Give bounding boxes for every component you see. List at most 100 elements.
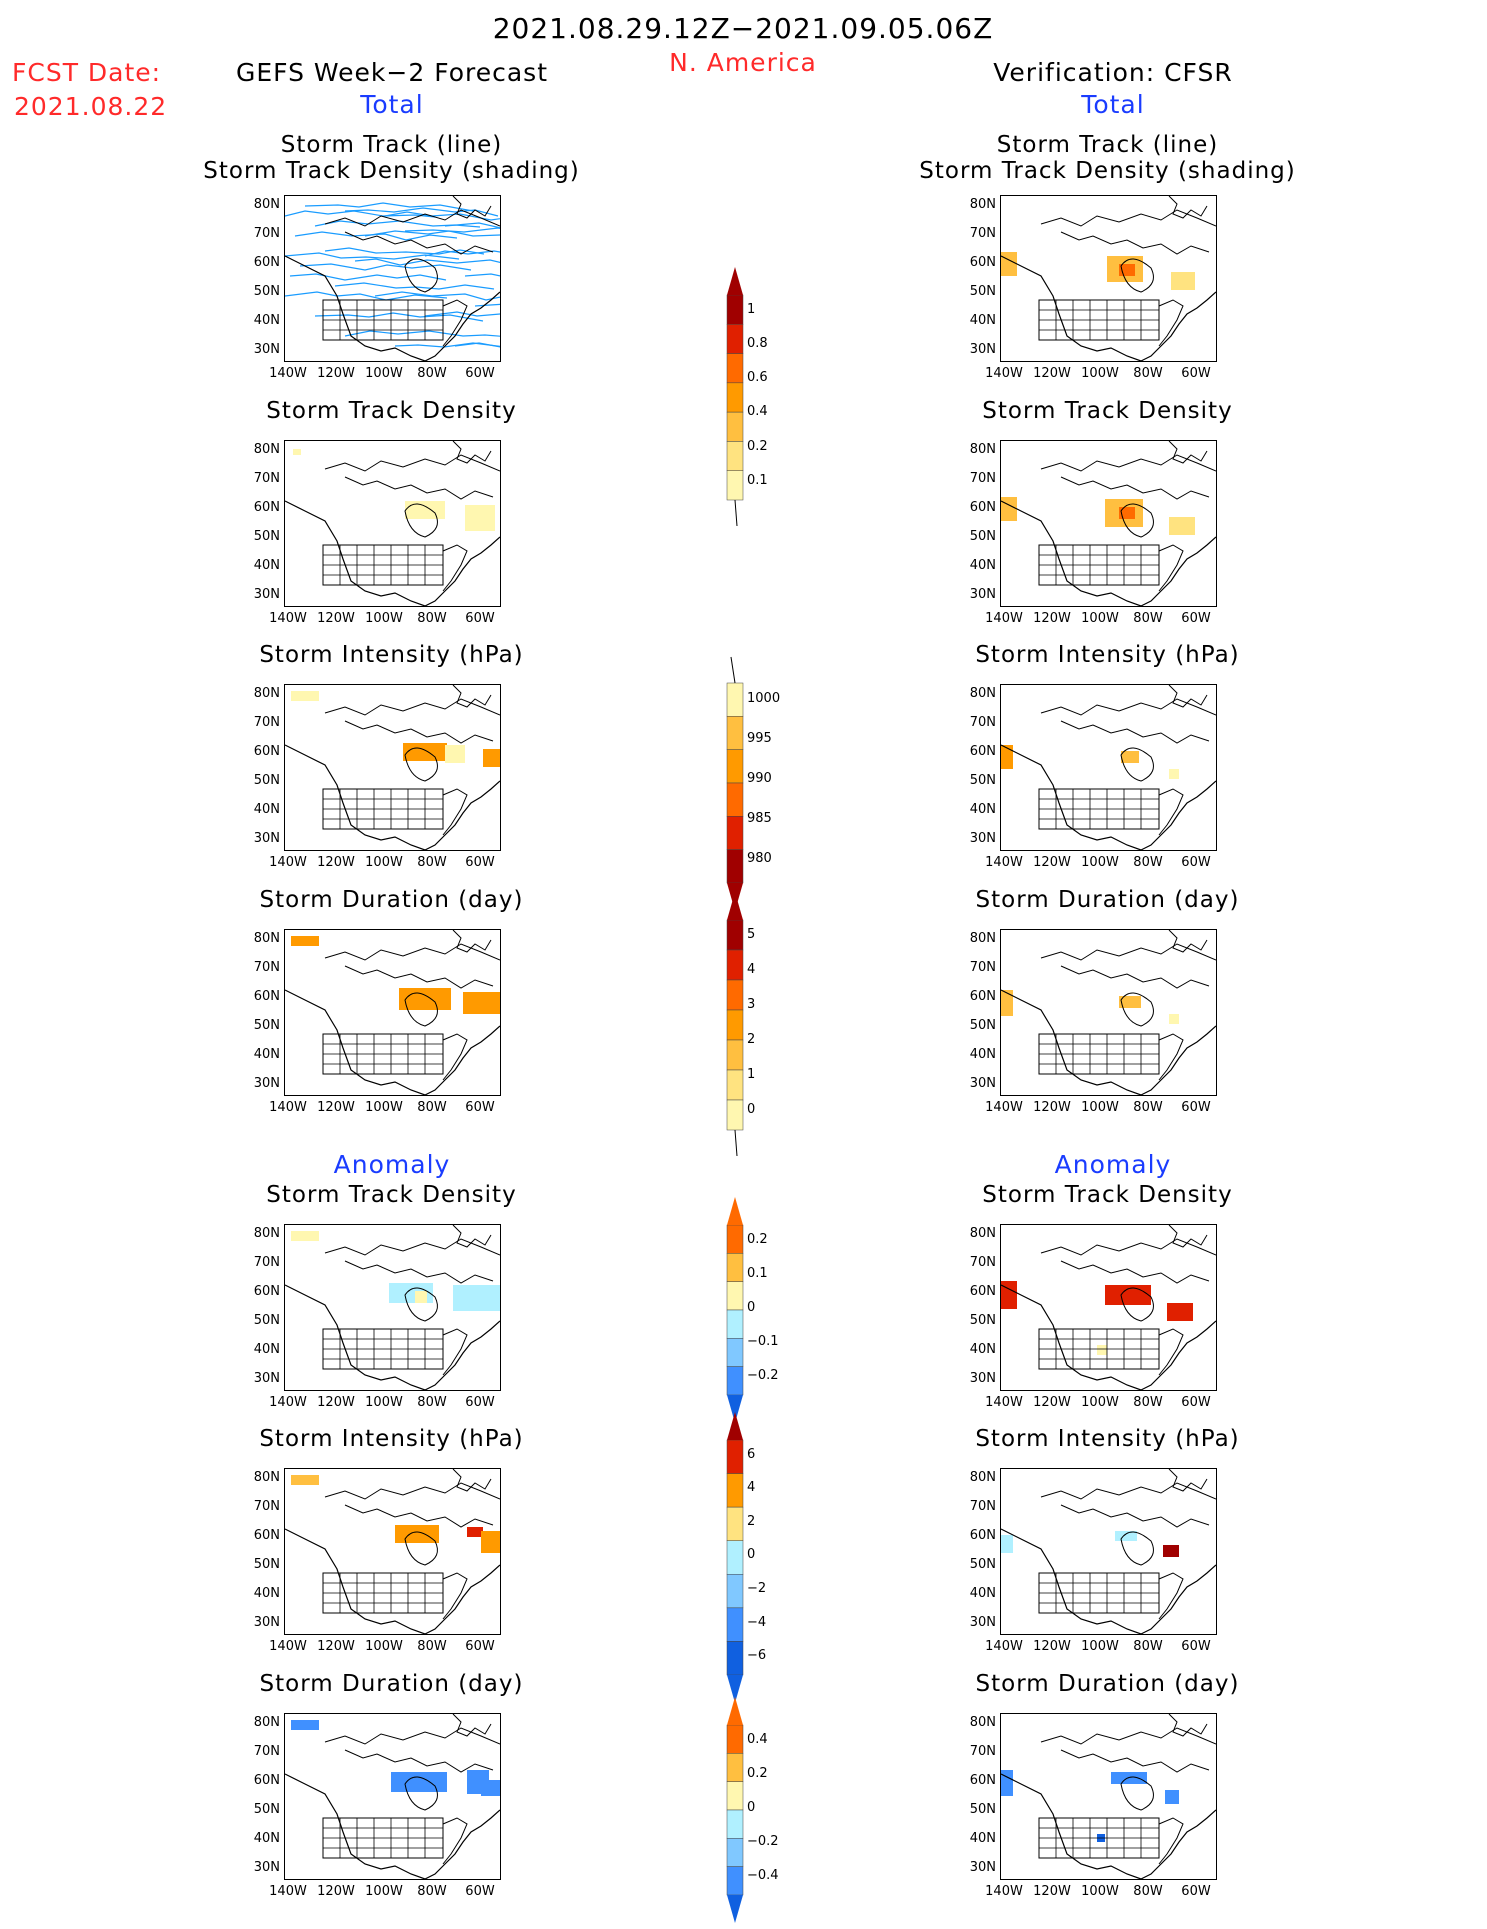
y-tick-label: 60N — [253, 255, 280, 270]
y-tick-label: 80N — [969, 1470, 996, 1485]
x-tick-label: 120W — [317, 1884, 355, 1899]
x-tick-label: 140W — [269, 611, 307, 626]
colorbar-label: 0 — [747, 1102, 756, 1117]
y-tick-label: 40N — [969, 313, 996, 328]
y-tick-label: 70N — [253, 471, 280, 486]
y-tick-label: 30N — [253, 831, 280, 846]
y-tick-label: 30N — [969, 1860, 996, 1875]
y-tick-label: 60N — [253, 1284, 280, 1299]
panel-title-right-density-0: Storm Track Density — [982, 398, 1233, 424]
y-tick-label: 30N — [969, 342, 996, 357]
colorbar-label: −6 — [747, 1648, 767, 1664]
y-tick-label: 30N — [253, 587, 280, 602]
y-tick-label: 30N — [253, 1615, 280, 1630]
y-tick-label: 70N — [253, 715, 280, 730]
y-tick-label: 70N — [969, 226, 996, 241]
panel-title-left-track-1: Storm Track Density (shading) — [203, 158, 580, 184]
y-tick-label: 70N — [969, 1255, 996, 1270]
x-tick-label: 100W — [365, 1884, 403, 1899]
left-column-title: GEFS Week−2 Forecast — [235, 58, 549, 87]
colorbar-label: 990 — [747, 771, 772, 786]
y-tick-label: 60N — [969, 1773, 996, 1788]
colorbar-label: 0.4 — [747, 1731, 768, 1747]
x-tick-label: 80W — [1133, 1395, 1163, 1410]
colorbar-label: 0.6 — [747, 370, 768, 386]
x-tick-label: 120W — [1033, 1395, 1071, 1410]
x-tick-label: 60W — [465, 1884, 495, 1899]
x-tick-label: 60W — [465, 1395, 495, 1410]
colorbar-label: 0.1 — [747, 1265, 768, 1281]
panel-title-left-track-0: Storm Track (line) — [280, 132, 503, 158]
panel-title-left-intensity-0: Storm Intensity (hPa) — [259, 642, 524, 668]
region-title: N. America — [669, 48, 817, 77]
x-tick-label: 100W — [365, 366, 403, 381]
panel-title-left-density-0: Storm Track Density — [266, 398, 517, 424]
right-total-label: Total — [1081, 90, 1145, 119]
y-tick-label: 40N — [969, 1586, 996, 1601]
y-tick-label: 40N — [253, 558, 280, 573]
left-anomaly-label: Anomaly — [333, 1150, 451, 1179]
y-tick-label: 40N — [253, 1831, 280, 1846]
colorbar-label: 980 — [747, 851, 772, 866]
y-tick-label: 40N — [253, 802, 280, 817]
y-tick-label: 60N — [253, 989, 280, 1004]
x-tick-label: 100W — [365, 1100, 403, 1115]
colorbar-duration_anom — [723, 1695, 763, 1929]
colorbar-label: 0 — [747, 1299, 756, 1315]
y-tick-label: 80N — [253, 1226, 280, 1241]
colorbar-label: 2 — [747, 1032, 756, 1047]
y-tick-label: 60N — [969, 744, 996, 759]
x-tick-label: 100W — [1081, 1884, 1119, 1899]
colorbar-label: 0 — [747, 1799, 756, 1815]
map-panel-right-intensity — [1000, 684, 1217, 851]
y-tick-label: 30N — [969, 831, 996, 846]
map-panel-right-duration — [1000, 929, 1217, 1096]
map-panel-left-density — [284, 440, 501, 607]
colorbar-label: 1 — [747, 301, 756, 317]
y-tick-label: 40N — [253, 1586, 280, 1601]
x-tick-label: 80W — [417, 855, 447, 870]
x-tick-label: 80W — [1133, 1884, 1163, 1899]
x-tick-label: 120W — [1033, 1100, 1071, 1115]
x-tick-label: 100W — [365, 1639, 403, 1654]
y-tick-label: 30N — [969, 1615, 996, 1630]
map-panel-right-a_intensity — [1000, 1468, 1217, 1635]
y-tick-label: 70N — [969, 1744, 996, 1759]
y-tick-label: 80N — [969, 442, 996, 457]
x-tick-label: 140W — [269, 1395, 307, 1410]
y-tick-label: 50N — [969, 1313, 996, 1328]
x-tick-label: 60W — [1181, 1395, 1211, 1410]
y-tick-label: 30N — [253, 1860, 280, 1875]
x-tick-label: 120W — [317, 366, 355, 381]
x-tick-label: 140W — [269, 1884, 307, 1899]
colorbar-label: 0.1 — [747, 472, 768, 488]
x-tick-label: 80W — [417, 1100, 447, 1115]
panel-title-right-intensity-0: Storm Intensity (hPa) — [975, 642, 1240, 668]
y-tick-label: 40N — [253, 1342, 280, 1357]
map-panel-left-duration — [284, 929, 501, 1096]
y-tick-label: 80N — [969, 931, 996, 946]
y-tick-label: 40N — [253, 313, 280, 328]
map-panel-left-intensity — [284, 684, 501, 851]
x-tick-label: 120W — [1033, 1884, 1071, 1899]
y-tick-label: 50N — [969, 1018, 996, 1033]
x-tick-label: 140W — [985, 1639, 1023, 1654]
panel-title-right-a_duration-0: Storm Duration (day) — [975, 1671, 1240, 1697]
colorbar-label: 1000 — [747, 691, 781, 706]
x-tick-label: 60W — [1181, 366, 1211, 381]
fcst-date: 2021.08.22 — [14, 92, 168, 121]
left-total-label: Total — [360, 90, 424, 119]
x-tick-label: 140W — [985, 1395, 1023, 1410]
x-tick-label: 80W — [417, 1639, 447, 1654]
panel-title-left-a_duration-0: Storm Duration (day) — [259, 1671, 524, 1697]
x-tick-label: 140W — [269, 855, 307, 870]
x-tick-label: 120W — [317, 1100, 355, 1115]
x-tick-label: 80W — [1133, 366, 1163, 381]
y-tick-label: 80N — [969, 1226, 996, 1241]
y-tick-label: 40N — [969, 558, 996, 573]
y-tick-label: 50N — [253, 529, 280, 544]
y-tick-label: 50N — [969, 284, 996, 299]
colorbar-label: 0.8 — [747, 336, 768, 351]
x-tick-label: 60W — [1181, 1639, 1211, 1654]
x-tick-label: 80W — [417, 366, 447, 381]
